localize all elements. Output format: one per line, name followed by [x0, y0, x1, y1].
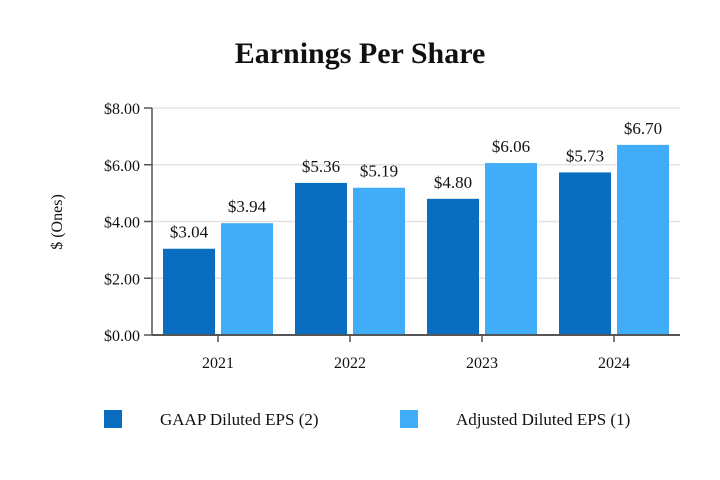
- legend-swatch: [104, 410, 122, 428]
- y-tick-label: $6.00: [104, 158, 140, 175]
- bar-2022-adjusted: [353, 187, 405, 335]
- bar-2022-gaap: [295, 182, 347, 335]
- bars: $3.04 $3.94 $5.36 $5.19 $4.80 $6.06 $5.73 $6.70: [163, 119, 669, 335]
- data-label: $3.94: [228, 197, 267, 216]
- data-label: $5.19: [360, 162, 398, 181]
- legend-label: GAAP Diluted EPS (2): [160, 410, 319, 429]
- legend-label: Adjusted Diluted EPS (1): [456, 410, 630, 429]
- y-tick-label: $2.00: [104, 271, 140, 288]
- legend: GAAP Diluted EPS (2) Adjusted Diluted EPS…: [104, 410, 630, 429]
- y-axis-label: $ (Ones): [49, 194, 66, 250]
- chart-title: Earnings Per Share: [235, 37, 486, 70]
- bar-2024-adjusted: [617, 144, 669, 335]
- y-tick-label: $0.00: [104, 328, 140, 345]
- y-tick-label: $4.00: [104, 215, 140, 232]
- bar-2021-gaap: [163, 248, 215, 335]
- data-label: $3.04: [170, 223, 209, 242]
- y-tick-label: $8.00: [104, 101, 140, 118]
- data-label: $5.36: [302, 157, 340, 176]
- x-tick-label: 2022: [334, 355, 366, 372]
- x-tick-label: 2023: [466, 355, 498, 372]
- x-tick-label: 2024: [598, 355, 630, 372]
- bar-2021-adjusted: [221, 223, 273, 335]
- bar-2023-gaap: [427, 198, 479, 335]
- data-label: $4.80: [434, 173, 472, 192]
- bar-2023-adjusted: [485, 163, 537, 335]
- data-label: $5.73: [566, 146, 604, 165]
- data-label: $6.06: [492, 137, 530, 156]
- data-label: $6.70: [624, 119, 662, 138]
- legend-swatch: [400, 410, 418, 428]
- x-tick-label: 2021: [202, 355, 234, 372]
- bar-2024-gaap: [559, 172, 611, 335]
- axes: $0.00 $2.00 $4.00 $6.00 $8.00 2021 2022 2023 202…: [104, 101, 680, 372]
